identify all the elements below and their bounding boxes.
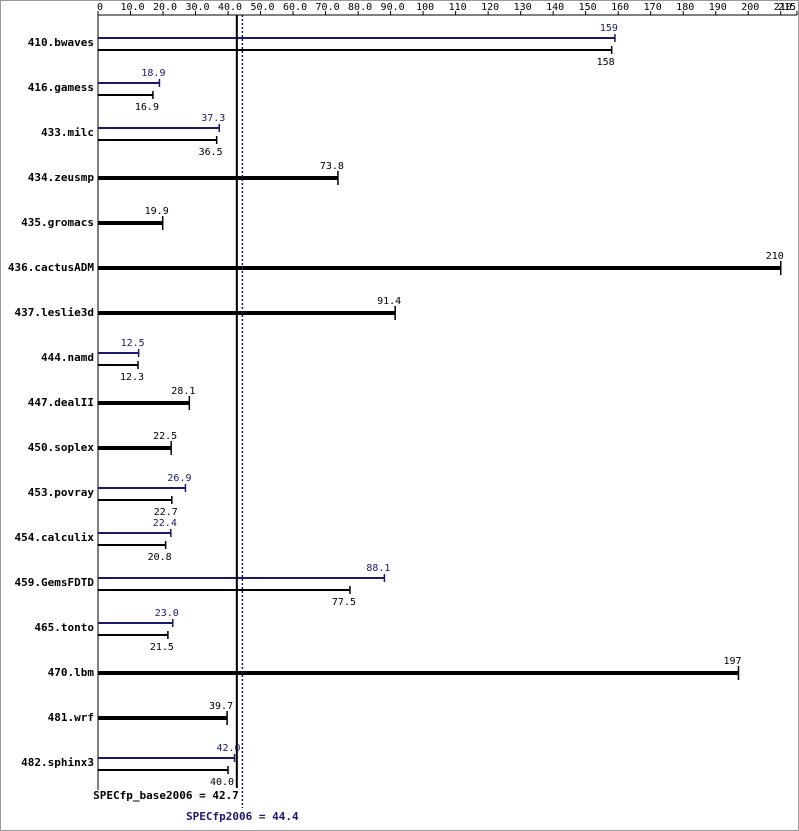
- bar: [98, 671, 739, 675]
- value-label: 16.9: [135, 102, 159, 113]
- category-label: 410.bwaves: [28, 36, 94, 49]
- category-label: 450.soplex: [28, 441, 95, 454]
- bar: [98, 446, 172, 450]
- x-tick-label: 50.0: [251, 2, 275, 13]
- value-label: 197: [723, 656, 741, 667]
- base-bar: [98, 589, 350, 591]
- value-label: 73.8: [320, 161, 344, 172]
- x-tick-label: 100: [416, 2, 434, 13]
- value-label: 26.9: [167, 473, 191, 484]
- peak-bar: [98, 37, 615, 39]
- value-label: 21.5: [150, 642, 174, 653]
- peak-bar: [98, 127, 220, 129]
- peak-bar: [98, 487, 186, 489]
- value-label: 42.0: [217, 743, 241, 754]
- x-tick-label: 120: [481, 2, 499, 13]
- value-label: 158: [597, 57, 615, 68]
- x-tick-label: 190: [709, 2, 727, 13]
- x-tick-label: 90.0: [381, 2, 405, 13]
- category-label: 433.milc: [41, 126, 94, 139]
- value-label: 40.0: [210, 777, 234, 788]
- value-label: 22.4: [153, 518, 177, 529]
- category-label: 434.zeusmp: [28, 171, 95, 184]
- category-label: 447.dealII: [28, 396, 94, 409]
- x-tick-label: 130: [514, 2, 532, 13]
- value-label: 28.1: [171, 386, 195, 397]
- peak-bar: [98, 622, 173, 624]
- x-tick-label: 160: [611, 2, 629, 13]
- value-label: 22.7: [154, 507, 178, 518]
- x-tick-label: 215: [778, 2, 796, 13]
- category-label: 482.sphinx3: [21, 756, 94, 769]
- x-tick-label: 10.0: [120, 2, 144, 13]
- value-label: 19.9: [145, 206, 169, 217]
- peak-bar: [98, 757, 235, 759]
- reference-label: SPECfp_base2006 = 42.7: [93, 789, 239, 802]
- base-bar: [98, 499, 172, 501]
- value-label: 20.8: [148, 552, 172, 563]
- x-tick-label: 60.0: [283, 2, 307, 13]
- x-tick-label: 140: [546, 2, 564, 13]
- bar: [98, 401, 190, 405]
- value-label: 88.1: [366, 563, 390, 574]
- x-tick-label: 80.0: [348, 2, 372, 13]
- base-bar: [98, 49, 612, 51]
- value-label: 18.9: [141, 68, 165, 79]
- value-label: 37.3: [201, 113, 225, 124]
- value-label: 91.4: [377, 296, 401, 307]
- x-tick-label: 70.0: [316, 2, 340, 13]
- bar: [98, 716, 228, 720]
- bar: [98, 311, 396, 315]
- base-bar: [98, 544, 166, 546]
- category-label: 453.povray: [28, 486, 95, 499]
- value-label: 36.5: [199, 147, 223, 158]
- value-label: 210: [766, 251, 784, 262]
- x-tick-label: 30.0: [185, 2, 209, 13]
- value-label: 159: [600, 23, 618, 34]
- x-tick-label: 20.0: [153, 2, 177, 13]
- category-label: 444.namd: [41, 351, 94, 364]
- x-tick-label: 200: [741, 2, 759, 13]
- base-bar: [98, 94, 153, 96]
- x-tick-label: 170: [644, 2, 662, 13]
- x-tick-label: 110: [449, 2, 467, 13]
- x-tick-label: 180: [676, 2, 694, 13]
- base-bar: [98, 139, 217, 141]
- category-label: 465.tonto: [34, 621, 94, 634]
- x-tick-label: 40.0: [218, 2, 242, 13]
- base-bar: [98, 634, 168, 636]
- category-label: 481.wrf: [48, 711, 94, 724]
- category-label: 436.cactusADM: [8, 261, 94, 274]
- bar: [98, 221, 163, 225]
- x-tick-label: 150: [579, 2, 597, 13]
- x-tick-label: 0: [97, 2, 103, 13]
- category-label: 470.lbm: [48, 666, 95, 679]
- category-label: 459.GemsFDTD: [15, 576, 95, 589]
- x-tick-label: 210: [774, 2, 792, 13]
- category-label: 437.leslie3d: [15, 306, 94, 319]
- reference-label: SPECfp2006 = 44.4: [186, 810, 299, 823]
- base-bar: [98, 364, 138, 366]
- value-label: 77.5: [332, 597, 356, 608]
- value-label: 23.0: [155, 608, 179, 619]
- value-label: 39.7: [209, 701, 233, 712]
- category-label: 416.gamess: [28, 81, 94, 94]
- bar: [98, 176, 338, 180]
- peak-bar: [98, 352, 139, 354]
- base-bar: [98, 769, 229, 771]
- peak-bar: [98, 532, 171, 534]
- value-label: 12.3: [120, 372, 144, 383]
- value-label: 12.5: [121, 338, 145, 349]
- peak-bar: [98, 82, 160, 84]
- bar: [98, 266, 781, 270]
- value-label: 22.5: [153, 431, 177, 442]
- peak-bar: [98, 577, 385, 579]
- category-label: 435.gromacs: [21, 216, 94, 229]
- category-label: 454.calculix: [15, 531, 95, 544]
